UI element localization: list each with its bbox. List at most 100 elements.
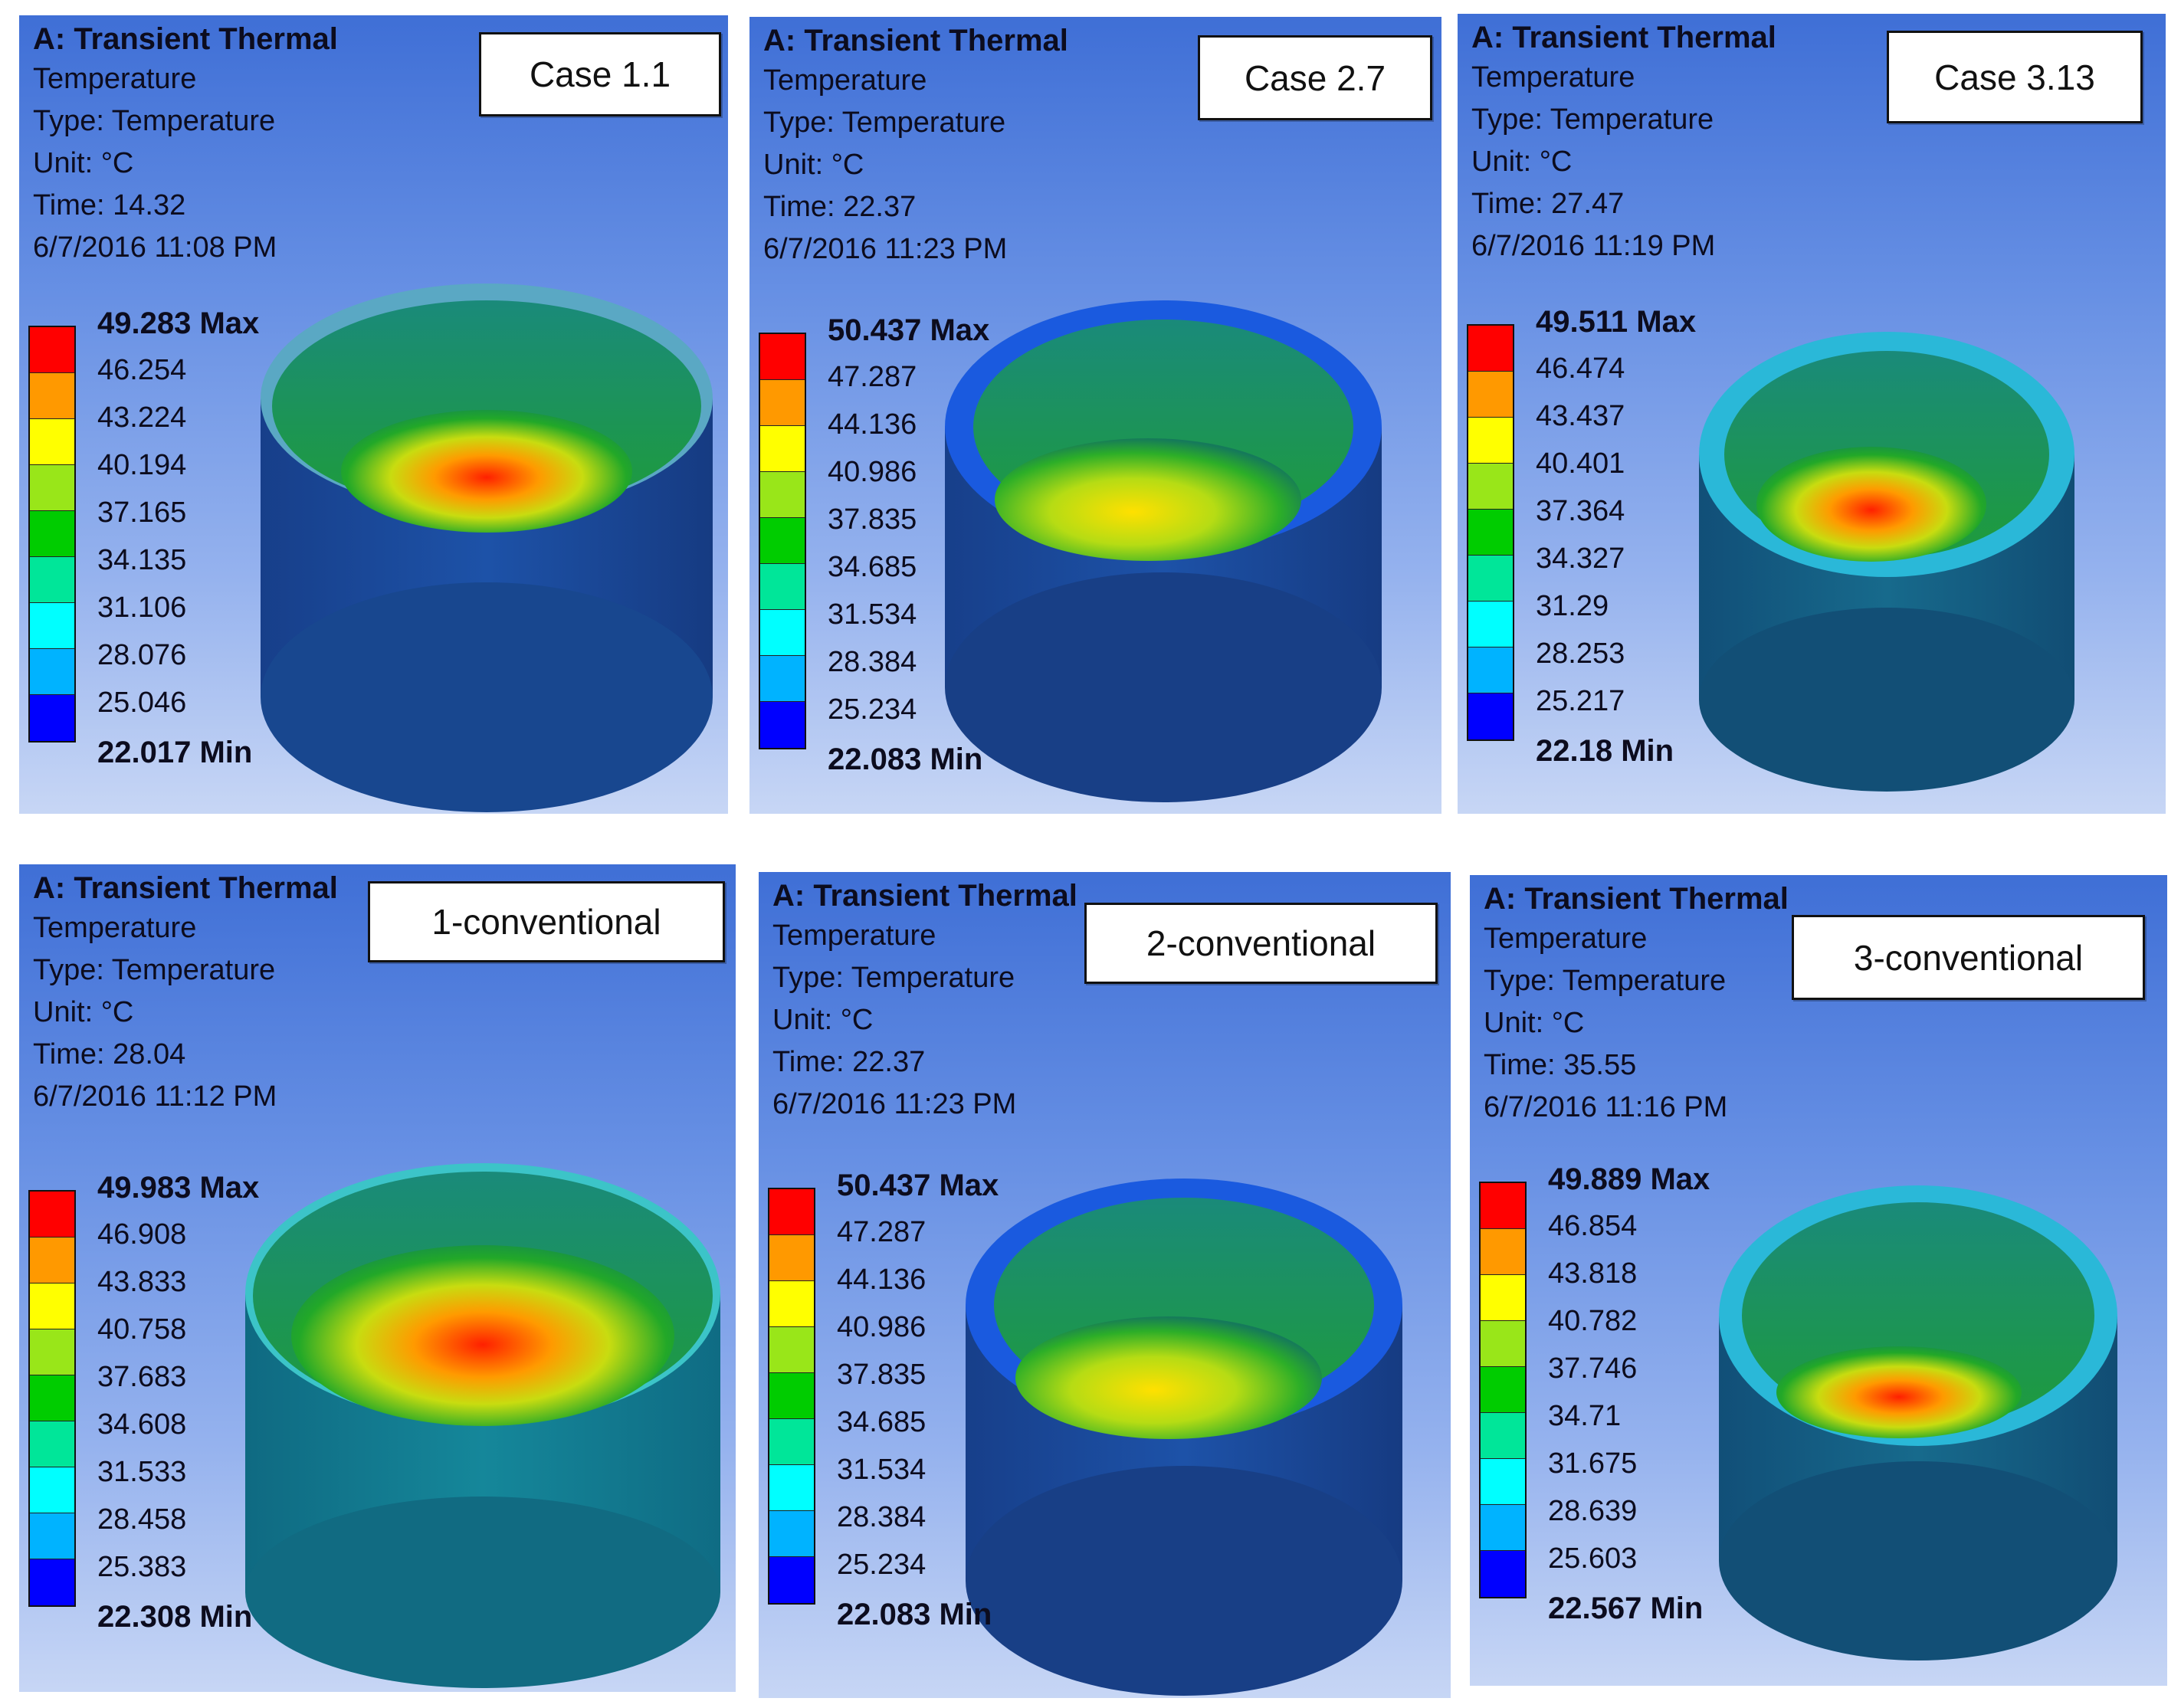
legend-tick: 28.384 [828,646,917,678]
result-quantity: Temperature [772,920,936,952]
legend-swatch [1481,1229,1525,1275]
result-date: 6/7/2016 11:23 PM [772,1088,1017,1120]
legend-swatch [760,518,805,564]
result-type: Type: Temperature [772,962,1015,994]
result-type: Type: Temperature [1471,103,1714,136]
legend-tick: 47.287 [837,1216,927,1248]
legend-swatch [769,1419,814,1465]
result-panel-2-conventional: A: Transient Thermal Temperature Type: T… [759,872,1451,1698]
legend-swatch [769,1557,814,1603]
legend-swatch [1468,418,1513,464]
legend-swatch [769,1373,814,1419]
result-panel-3-conventional: A: Transient Thermal Temperature Type: T… [1470,875,2167,1686]
legend-min: 22.017 Min [97,736,253,769]
legend-tick: 25.603 [1548,1542,1638,1575]
legend-swatch [1481,1275,1525,1321]
result-time: Time: 14.32 [33,189,186,221]
legend-swatch [760,656,805,702]
legend-swatch [30,695,74,741]
legend-tick: 44.136 [837,1264,927,1296]
analysis-title: A: Transient Thermal [763,24,1068,57]
legend-swatch [1468,602,1513,647]
legend-tick: 37.165 [97,497,187,529]
legend-tick: 25.383 [97,1551,187,1583]
legend-swatch [1468,693,1513,739]
legend-tick: 25.046 [97,687,187,719]
result-unit: Unit: °C [763,149,864,181]
result-time: Time: 22.37 [772,1046,926,1078]
cylinder-model-view [1719,1185,2117,1660]
legend-tick: 25.234 [837,1549,927,1581]
legend-max: 50.437 Max [837,1169,999,1202]
result-type: Type: Temperature [1484,965,1727,997]
legend-max: 49.283 Max [97,307,260,340]
legend-tick: 37.683 [97,1361,187,1393]
legend-swatch [760,334,805,380]
legend-tick: 46.908 [97,1218,187,1251]
result-type: Type: Temperature [33,954,276,986]
result-time: Time: 28.04 [33,1038,186,1070]
legend-swatch [1468,326,1513,372]
panel-header: A: Transient Thermal Temperature Type: T… [1484,880,1789,1129]
legend-swatch [30,1421,74,1467]
legend-tick: 46.854 [1548,1210,1638,1242]
case-label: 3-conventional [1792,915,2145,1000]
legend-swatch [1468,510,1513,556]
case-label: 1-conventional [368,881,725,962]
analysis-title: A: Transient Thermal [33,22,338,56]
legend-swatch [769,1465,814,1511]
legend-tick: 40.782 [1548,1305,1638,1337]
legend-swatch [30,1467,74,1513]
result-date: 6/7/2016 11:16 PM [1484,1091,1728,1123]
legend-tick: 40.986 [837,1311,927,1343]
legend-tick: 43.224 [97,402,187,434]
result-unit: Unit: °C [33,996,134,1028]
legend-tick: 44.136 [828,408,917,441]
result-time: Time: 22.37 [763,191,917,223]
case-label: Case 2.7 [1198,35,1432,120]
legend-min: 22.083 Min [837,1598,992,1631]
analysis-title: A: Transient Thermal [772,879,1077,913]
result-unit: Unit: °C [1471,146,1573,178]
legend-swatch [1481,1505,1525,1551]
result-panel-1-conventional: A: Transient Thermal Temperature Type: T… [19,864,736,1692]
result-quantity: Temperature [1484,923,1648,955]
legend-tick: 46.474 [1536,352,1625,385]
legend-color-bar [768,1188,815,1605]
legend-tick: 31.534 [828,598,917,631]
legend-max: 49.511 Max [1536,305,1697,339]
legend-swatch [769,1281,814,1327]
legend-swatch [30,419,74,465]
legend-max: 49.983 Max [97,1171,260,1205]
legend-color-bar [28,326,76,743]
case-label: Case 1.1 [479,32,721,116]
legend-swatch [1481,1413,1525,1459]
legend-tick: 40.401 [1536,447,1625,480]
legend-swatch [760,472,805,518]
result-time: Time: 27.47 [1471,188,1625,220]
legend-tick: 37.835 [828,503,917,536]
legend-tick: 31.29 [1536,590,1609,622]
legend-tick: 43.833 [97,1266,187,1298]
legend-min: 22.083 Min [828,743,983,776]
legend-swatch [769,1235,814,1281]
legend-color-bar [759,333,806,749]
legend-tick: 40.986 [828,456,917,488]
legend-swatch [760,426,805,472]
result-date: 6/7/2016 11:12 PM [33,1080,277,1113]
legend-swatch [30,649,74,695]
legend-swatch [1468,464,1513,510]
legend-tick: 34.71 [1548,1400,1622,1432]
result-date: 6/7/2016 11:19 PM [1471,230,1716,262]
legend-max: 49.889 Max [1548,1162,1710,1196]
legend-swatch [30,1283,74,1329]
result-type: Type: Temperature [763,107,1006,139]
legend-tick: 31.675 [1548,1447,1638,1480]
result-quantity: Temperature [1471,61,1635,93]
legend-swatch [30,603,74,649]
legend-swatch [1468,372,1513,418]
legend-swatch [30,373,74,419]
legend-swatch [30,1375,74,1421]
legend-swatch [769,1189,814,1235]
panel-header: A: Transient Thermal Temperature Type: T… [763,21,1068,270]
